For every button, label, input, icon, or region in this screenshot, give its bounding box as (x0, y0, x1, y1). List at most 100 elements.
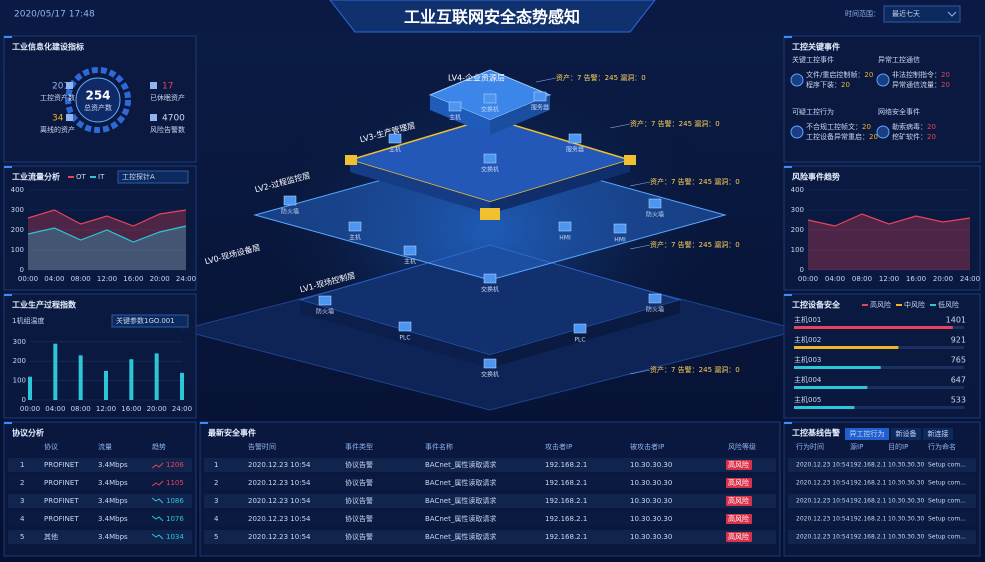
event-cell: 高风险 (728, 478, 749, 487)
asset-icon (66, 82, 73, 89)
row-bg (788, 476, 976, 490)
area (28, 226, 186, 270)
device-name: 主机001 (794, 315, 821, 324)
bar-track (794, 406, 964, 409)
event-cell: 192.168.2.1 (545, 479, 587, 487)
node-label: 服务器 (531, 104, 549, 112)
risk-badge (726, 532, 752, 542)
baseline-cell: 2020.12.23 10:54 (796, 516, 850, 523)
ring (65, 67, 131, 133)
range-select[interactable] (883, 5, 961, 23)
baseline-cell: 2020.12.23 10:54 (796, 498, 850, 505)
row-bg (8, 494, 192, 508)
event-item: 勒索病毒：20 (892, 122, 936, 131)
tab[interactable] (923, 428, 953, 440)
event-cell: 2020.12.23 10:54 (248, 533, 311, 541)
tab-label[interactable]: 新连接 (928, 429, 949, 438)
bar (794, 406, 855, 409)
layer-stat: 资产：7 告警：245 漏洞：0 (650, 177, 740, 186)
trend-count: 1076 (166, 515, 184, 523)
y-tick-label: 400 (791, 186, 804, 194)
trend-count: 1086 (166, 497, 184, 505)
panel (783, 165, 981, 291)
tab[interactable] (845, 428, 889, 440)
event-item: 工控设备异常重启：20 (806, 132, 878, 141)
event-value: 20 (941, 81, 950, 89)
ring-inner (75, 77, 121, 123)
event-label: 非法控制指令： (892, 70, 941, 79)
asset-value: 34 (52, 114, 64, 124)
probe-select[interactable] (117, 170, 189, 184)
layer-label: LV4-企业资源层 (448, 73, 505, 83)
row-bg (8, 476, 192, 490)
range-value[interactable]: 最近七天 (892, 9, 920, 18)
param-select[interactable] (111, 314, 189, 328)
event-item: 异常通信流量：20 (892, 80, 950, 89)
trend-icon (151, 533, 164, 540)
risk-badge (726, 478, 752, 488)
event-label: 工控设备异常重启： (806, 132, 869, 141)
event-cell: 2020.12.23 10:54 (248, 479, 311, 487)
node-label: 主机 (389, 146, 401, 154)
x-tick-label: 16:00 (121, 405, 141, 413)
layer-lv4-side (490, 95, 550, 135)
panel-corner (784, 294, 792, 296)
baseline-cell: 10.30.30.30 (888, 480, 924, 487)
tab[interactable] (891, 428, 921, 440)
y-tick-label: 100 (791, 246, 804, 254)
asset-label: 工控资产数 (40, 93, 75, 102)
event-cell: BACnet_属性读取请求 (425, 532, 496, 541)
bar (154, 353, 159, 400)
event-cell: 2020.12.23 10:54 (248, 497, 311, 505)
panel-corner (4, 422, 12, 424)
group-title: 异常工控通信 (878, 55, 920, 64)
connector (624, 155, 636, 165)
risk-badge (726, 514, 752, 524)
row-no: 4 (20, 515, 25, 523)
device-name: 主机005 (794, 395, 821, 404)
risk-badge (726, 496, 752, 506)
asset-icon (150, 114, 157, 121)
row-bg (8, 530, 192, 544)
event-cell: 协议告警 (345, 478, 373, 487)
prod-subtitle: 1机组温度 (12, 316, 44, 325)
event-value: 20 (869, 133, 878, 141)
table-header: 事件类型 (345, 442, 373, 451)
bar (794, 346, 899, 349)
tab-label[interactable]: 新设备 (896, 429, 917, 438)
stat-leader (629, 181, 651, 187)
probe-value[interactable]: 工控探针A (122, 172, 155, 181)
panel (3, 165, 197, 291)
panel-title: 工业生产过程指数 (12, 300, 77, 310)
baseline-cell: Setup com... (928, 462, 966, 469)
baseline-cell: Setup com... (928, 534, 966, 541)
x-tick-label: 08:00 (852, 275, 872, 283)
baseline-cell: Setup com... (928, 480, 966, 487)
connector (480, 208, 500, 220)
panel-corner (4, 166, 12, 168)
row-bg (788, 512, 976, 526)
event-cell: 2020.12.23 10:54 (248, 515, 311, 523)
bar-track (794, 386, 964, 389)
event-label: 文件/重启控制帧： (806, 70, 864, 79)
tab-label[interactable]: 异工控行为 (850, 429, 885, 438)
event-cell: BACnet_属性读取请求 (425, 496, 496, 505)
trend-count: 1206 (166, 461, 184, 469)
row-bg (204, 494, 776, 508)
event-icon (876, 125, 890, 139)
layer-lv1-side (490, 300, 680, 368)
line (807, 213, 971, 227)
node-icon (283, 195, 297, 206)
event-cell: 高风险 (728, 514, 749, 523)
event-cell: BACnet_属性读取请求 (425, 460, 496, 469)
row-no: 4 (214, 515, 219, 523)
event-value: 20 (941, 71, 950, 79)
bar (180, 372, 184, 400)
node-label: 主机 (404, 258, 416, 266)
trend-count: 1105 (166, 479, 184, 487)
protocol: PROFINET (44, 461, 79, 469)
node-icon (348, 221, 362, 232)
x-tick-label: 20:00 (933, 275, 953, 283)
y-tick-label: 300 (791, 206, 804, 214)
param-value[interactable]: 关键参数1GO.001 (116, 316, 175, 325)
